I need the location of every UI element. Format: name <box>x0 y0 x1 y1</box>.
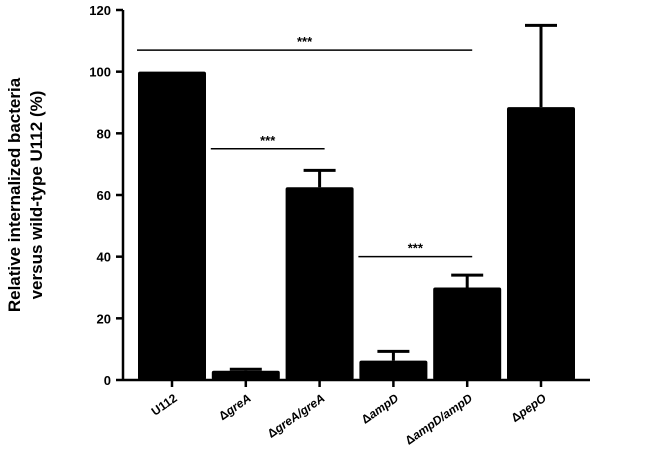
y-tick-label: 120 <box>89 3 111 18</box>
bar <box>285 187 354 380</box>
y-axis-label-line: versus wild-type U112 (%) <box>27 91 46 300</box>
y-tick-label: 100 <box>89 65 111 80</box>
x-tick-label: ΔgreA/greA <box>265 391 328 441</box>
x-tick-label: ΔampD/ampD <box>402 391 475 448</box>
x-tick-label: ΔgreA <box>216 391 253 423</box>
x-tick-label: ΔpepO <box>509 391 550 425</box>
y-axis-label-line: Relative internalized bacteria <box>5 77 24 312</box>
y-tick-label: 40 <box>97 250 111 265</box>
x-tick-label: ΔampD <box>359 391 402 427</box>
bars <box>138 71 575 381</box>
y-tick-label: 0 <box>104 373 111 388</box>
y-axis-label: Relative internalized bacteria versus wil… <box>5 77 46 312</box>
significance-label: *** <box>260 133 276 148</box>
y-tick-label: 80 <box>97 126 111 141</box>
significance-brackets: *** *** *** <box>137 34 473 258</box>
bar <box>211 370 280 380</box>
bar <box>433 287 502 380</box>
y-tick-label: 60 <box>97 188 111 203</box>
bar <box>138 71 206 381</box>
y-tick-label: 20 <box>97 311 111 326</box>
significance-label: *** <box>297 34 313 49</box>
error-bars <box>229 23 557 371</box>
bar <box>507 107 575 380</box>
significance-label: *** <box>408 241 424 256</box>
bar <box>359 360 428 380</box>
x-tick-label: U112 <box>149 391 180 419</box>
